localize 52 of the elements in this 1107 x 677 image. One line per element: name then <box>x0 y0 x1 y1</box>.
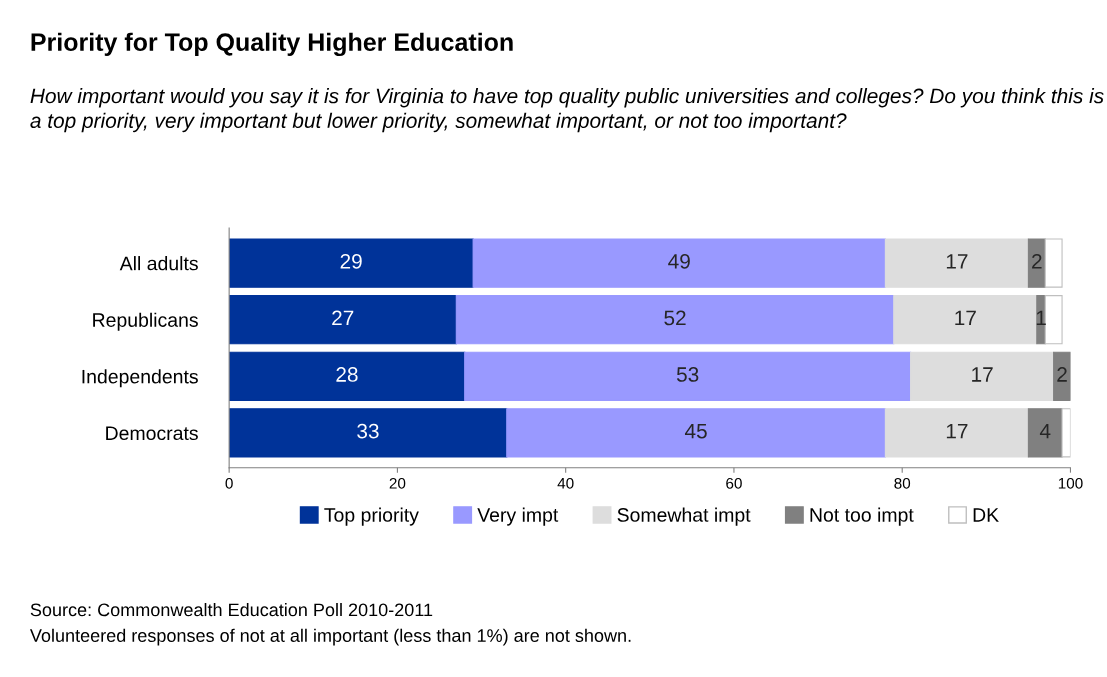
y-tick-label: All adults <box>119 256 198 271</box>
bar <box>1061 408 1071 458</box>
bar <box>884 238 1029 288</box>
data-label: 53 <box>676 367 699 382</box>
text: Volunteered responses of not at all important (less than 1%) are not shown. <box>29 628 631 646</box>
x-tick-label: 100 <box>1058 477 1083 489</box>
bar <box>1044 238 1063 288</box>
x-tick-label: 20 <box>389 477 406 489</box>
data-label: 33 <box>357 423 379 439</box>
data-label: 45 <box>684 423 707 439</box>
bar <box>229 408 508 458</box>
data-label: 2 <box>1057 367 1067 382</box>
x-tick-label: 60 <box>726 477 742 489</box>
bar <box>1027 238 1046 288</box>
y-tick-label: Republicans <box>93 312 198 331</box>
data-label: 17 <box>946 423 968 439</box>
legend-label: DK <box>973 508 999 522</box>
bar <box>229 351 466 401</box>
x-tick-label: 40 <box>557 477 574 489</box>
legend-label: Very impt <box>477 507 559 526</box>
data-label: 49 <box>668 253 690 269</box>
y-tick-label: Democrats <box>106 426 198 441</box>
bar <box>464 351 912 401</box>
bar <box>1027 408 1063 458</box>
legend-label: Not too impt <box>810 507 914 526</box>
legend-label: Top priority <box>324 507 419 526</box>
bar <box>884 408 1029 458</box>
data-label: 52 <box>664 310 686 326</box>
chart-subtitle: How important would you say it is for Virginia to have top quality public universities and colleges? Do you think this is a top priority, very important but lower priority, somewhat important, or not too important? <box>30 88 1104 133</box>
bar <box>893 295 1038 345</box>
bar <box>472 238 886 288</box>
data-label: 17 <box>946 254 968 269</box>
data-label: 28 <box>336 367 358 382</box>
data-label: 29 <box>340 253 362 269</box>
source-note: Source: Commonwealth Education Poll 2010-2011 <box>30 602 433 617</box>
data-label: 27 <box>332 310 354 326</box>
data-label: 2 <box>1032 253 1042 269</box>
x-tick-label: 0 <box>225 477 233 489</box>
bar <box>910 351 1055 401</box>
bar <box>1044 295 1063 345</box>
data-label: 4 <box>1039 423 1051 439</box>
chart-title: Priority for Top Quality Higher Education <box>31 32 513 57</box>
data-label: 17 <box>955 310 976 326</box>
legend-label: Somewhat impt <box>617 507 751 526</box>
bar <box>455 295 895 345</box>
data-label: 17 <box>972 367 993 382</box>
bar <box>1053 351 1071 401</box>
x-tick-label: 80 <box>894 477 911 489</box>
y-tick-label: Independents <box>82 369 198 388</box>
bar <box>229 295 457 345</box>
bar <box>506 408 886 458</box>
bar <box>229 238 474 288</box>
